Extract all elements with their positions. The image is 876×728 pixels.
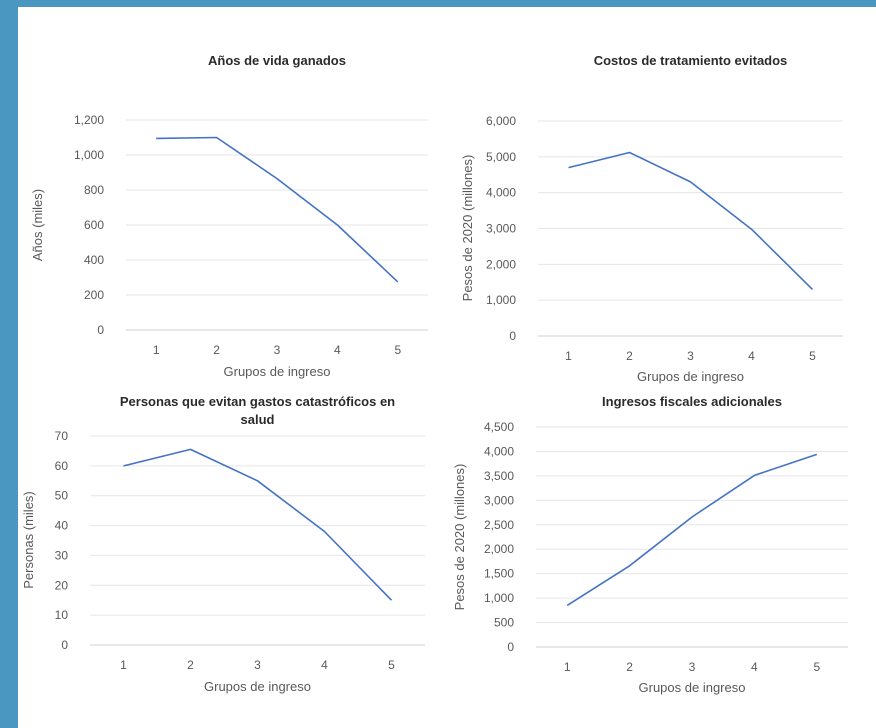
chart-title: Costos de tratamiento evitados [594, 53, 788, 68]
x-tick-label: 2 [187, 658, 194, 672]
x-tick-label: 2 [626, 660, 633, 674]
y-tick-label: 2,500 [484, 518, 514, 532]
y-tick-label: 10 [55, 608, 69, 622]
y-tick-label: 0 [61, 638, 68, 652]
x-tick-label: 1 [565, 349, 572, 363]
y-tick-label: 1,000 [484, 591, 514, 605]
y-tick-label: 50 [55, 489, 69, 503]
y-tick-label: 2,000 [486, 257, 516, 271]
x-axis-label: Grupos de ingreso [639, 680, 746, 695]
y-tick-label: 0 [97, 323, 104, 337]
x-tick-label: 3 [274, 343, 281, 357]
x-tick-label: 2 [626, 349, 633, 363]
x-tick-label: 5 [388, 658, 395, 672]
x-tick-label: 3 [689, 660, 696, 674]
line-chart-4: Ingresos fiscales adicionales 0 500 1,000 1,… [452, 394, 848, 695]
y-tick-label: 4,500 [484, 420, 514, 434]
series-line [156, 136, 399, 283]
y-tick-label: 200 [84, 288, 104, 302]
y-tick-label: 6,000 [486, 114, 516, 128]
y-tick-label: 800 [84, 183, 104, 197]
x-tick-label: 1 [564, 660, 571, 674]
chart-title: Años de vida ganados [208, 53, 346, 68]
x-tick-label: 5 [394, 343, 401, 357]
x-tick-label: 3 [254, 658, 261, 672]
chart-title: salud [241, 412, 275, 427]
x-tick-label: 4 [334, 343, 341, 357]
x-axis-label: Grupos de ingreso [637, 369, 744, 384]
x-axis-label: Grupos de ingreso [224, 364, 331, 379]
y-tick-label: 30 [55, 548, 69, 562]
charts-panel: Años de vida ganados 0 200 400 600 800 1,000 1,… [18, 7, 876, 728]
y-tick-label: 0 [507, 640, 514, 654]
y-tick-label: 1,500 [484, 567, 514, 581]
y-axis-label: Pesos de 2020 (millones) [452, 464, 467, 611]
y-tick-label: 70 [55, 429, 69, 443]
y-tick-label: 60 [55, 459, 69, 473]
y-tick-label: 5,000 [486, 150, 516, 164]
line-chart-3: Personas que evitan gastos catastróficos… [21, 394, 425, 694]
x-tick-label: 4 [751, 660, 758, 674]
y-tick-label: 2,000 [484, 542, 514, 556]
y-tick-label: 1,000 [74, 148, 104, 162]
y-tick-label: 600 [84, 218, 104, 232]
y-tick-label: 3,000 [484, 493, 514, 507]
y-axis-label: Pesos de 2020 (millones) [460, 155, 475, 302]
x-tick-label: 2 [213, 343, 220, 357]
y-tick-label: 3,000 [486, 222, 516, 236]
x-tick-label: 4 [748, 349, 755, 363]
x-tick-label: 5 [809, 349, 816, 363]
y-tick-label: 40 [55, 519, 69, 533]
y-tick-label: 0 [509, 329, 516, 343]
x-axis-label: Grupos de ingreso [204, 679, 311, 694]
y-axis-label: Personas (miles) [21, 491, 36, 589]
y-axis-label: Años (miles) [30, 189, 45, 261]
y-tick-label: 4,000 [486, 186, 516, 200]
x-tick-label: 3 [687, 349, 694, 363]
chart-title: Ingresos fiscales adicionales [602, 394, 782, 409]
x-tick-label: 1 [153, 343, 160, 357]
line-chart-2: Costos de tratamiento evitados 0 1,000 2,00… [460, 53, 843, 384]
x-tick-label: 1 [120, 658, 127, 672]
y-tick-label: 400 [84, 253, 104, 267]
y-tick-label: 1,000 [486, 293, 516, 307]
series-line [568, 151, 814, 290]
frame-left-bar [0, 0, 18, 728]
y-tick-label: 1,200 [74, 113, 104, 127]
frame-top-bar [0, 0, 876, 7]
y-tick-label: 4,000 [484, 444, 514, 458]
line-chart-1: Años de vida ganados 0 200 400 600 800 1,000 1,… [30, 53, 428, 379]
series-line [123, 448, 393, 601]
x-tick-label: 4 [321, 658, 328, 672]
y-tick-label: 20 [55, 578, 69, 592]
series-line [566, 453, 818, 607]
y-tick-label: 500 [494, 616, 514, 630]
y-tick-label: 3,500 [484, 469, 514, 483]
x-tick-label: 5 [813, 660, 820, 674]
chart-title: Personas que evitan gastos catastróficos… [120, 394, 395, 409]
